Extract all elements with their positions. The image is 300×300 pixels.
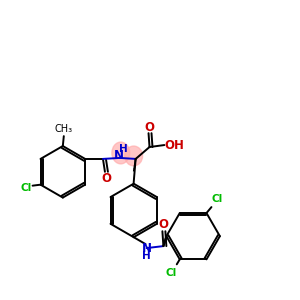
Text: O: O [101,172,111,185]
Text: Cl: Cl [20,183,31,193]
Text: Cl: Cl [165,268,176,278]
Text: CH₃: CH₃ [55,124,73,134]
Text: OH: OH [164,139,184,152]
Text: H: H [119,144,128,154]
Text: O: O [145,121,154,134]
Ellipse shape [125,146,142,166]
Text: O: O [158,218,168,231]
Text: H: H [142,251,151,261]
Text: Cl: Cl [212,194,223,204]
Text: N: N [142,242,152,255]
Text: N: N [114,149,124,162]
Ellipse shape [112,142,130,164]
